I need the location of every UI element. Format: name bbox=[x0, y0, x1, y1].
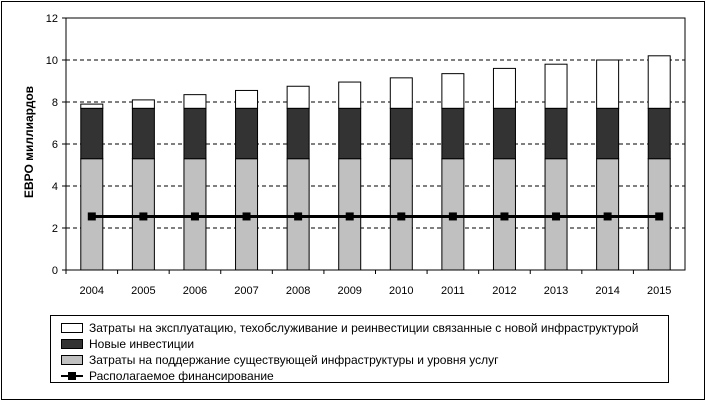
y-tick-label: 4 bbox=[52, 181, 58, 193]
funding-marker bbox=[603, 212, 612, 221]
funding-line bbox=[87, 212, 664, 221]
y-axis-label: ЕВРО миллиардов bbox=[22, 86, 36, 198]
funding-marker bbox=[294, 212, 303, 221]
y-tick-label: 12 bbox=[46, 13, 58, 25]
x-tick-label: 2010 bbox=[389, 285, 413, 297]
legend: Затраты на эксплуатацию, техобслуживание… bbox=[50, 315, 669, 383]
axes: 0 2 4 6 8 10 12 2004 2005 2006 2007 2008 2009 2010 201… bbox=[46, 13, 672, 297]
x-tick-label: 2004 bbox=[80, 285, 104, 297]
funding-marker bbox=[655, 212, 664, 221]
bar-segment-2 bbox=[183, 94, 207, 109]
bar-segment-1 bbox=[544, 107, 568, 160]
funding-marker bbox=[190, 212, 199, 221]
gridlines bbox=[65, 17, 686, 271]
bar-segment-1 bbox=[596, 107, 620, 160]
y-tick-label: 8 bbox=[52, 97, 58, 109]
x-tick-label: 2007 bbox=[234, 285, 258, 297]
bar-segment-2 bbox=[441, 73, 465, 109]
x-tick-label: 2015 bbox=[647, 285, 671, 297]
funding-marker bbox=[139, 212, 148, 221]
bar-segment-1 bbox=[286, 107, 310, 160]
bar-segment-2 bbox=[389, 77, 413, 109]
bar-segment-2 bbox=[131, 99, 155, 109]
y-tick-label: 2 bbox=[52, 223, 58, 235]
legend-label-opex: Затраты на эксплуатацию, техобслуживание… bbox=[89, 321, 639, 335]
legend-item-new-investment: Новые инвестиции bbox=[61, 336, 194, 352]
legend-label-new-investment: Новые инвестиции bbox=[89, 337, 195, 351]
bar-segment-1 bbox=[389, 107, 413, 160]
funding-marker bbox=[500, 212, 509, 221]
funding-marker bbox=[552, 212, 561, 221]
legend-swatch-new-investment bbox=[61, 339, 83, 349]
bar-segment-2 bbox=[80, 103, 104, 109]
bar-segment-1 bbox=[492, 107, 516, 160]
bar-segment-2 bbox=[338, 81, 362, 109]
x-tick-label: 2005 bbox=[131, 285, 155, 297]
legend-label-maintenance: Затраты на поддержание существующей инфр… bbox=[89, 353, 499, 367]
funding-marker bbox=[242, 212, 251, 221]
bar-segment-2 bbox=[492, 67, 516, 109]
bar-segment-1 bbox=[80, 107, 104, 160]
bar-segment-1 bbox=[235, 107, 259, 160]
funding-marker bbox=[397, 212, 406, 221]
legend-swatch-funding bbox=[61, 371, 83, 381]
x-tick-label: 2008 bbox=[286, 285, 310, 297]
bar-segment-2 bbox=[596, 59, 620, 109]
x-tick-label: 2014 bbox=[595, 285, 619, 297]
legend-swatch-maintenance bbox=[61, 355, 83, 365]
legend-item-opex: Затраты на эксплуатацию, техобслуживание… bbox=[61, 320, 638, 336]
bar-segment-1 bbox=[131, 107, 155, 160]
y-tick-label: 10 bbox=[46, 55, 58, 67]
x-tick-label: 2011 bbox=[441, 285, 465, 297]
funding-marker bbox=[448, 212, 457, 221]
bar-segment-2 bbox=[647, 55, 671, 109]
legend-swatch-opex bbox=[61, 323, 83, 333]
legend-item-funding: Располагаемое финансирование bbox=[61, 368, 274, 384]
bar-segment-2 bbox=[286, 85, 310, 109]
legend-label-funding: Располагаемое финансирование bbox=[89, 369, 274, 383]
funding-marker bbox=[345, 212, 354, 221]
bar-segment-1 bbox=[338, 107, 362, 160]
x-tick-label: 2012 bbox=[492, 285, 516, 297]
bar-segment-2 bbox=[235, 89, 259, 109]
bar-segment-2 bbox=[544, 63, 568, 109]
bar-segment-1 bbox=[647, 107, 671, 160]
legend-item-maintenance: Затраты на поддержание существующей инфр… bbox=[61, 352, 499, 368]
x-tick-label: 2006 bbox=[183, 285, 207, 297]
bar-segment-1 bbox=[441, 107, 465, 160]
x-tick-label: 2009 bbox=[337, 285, 361, 297]
y-tick-label: 6 bbox=[52, 139, 58, 151]
x-tick-label: 2013 bbox=[544, 285, 568, 297]
y-tick-label: 0 bbox=[52, 265, 58, 277]
bar-segment-1 bbox=[183, 107, 207, 160]
funding-marker bbox=[87, 212, 96, 221]
